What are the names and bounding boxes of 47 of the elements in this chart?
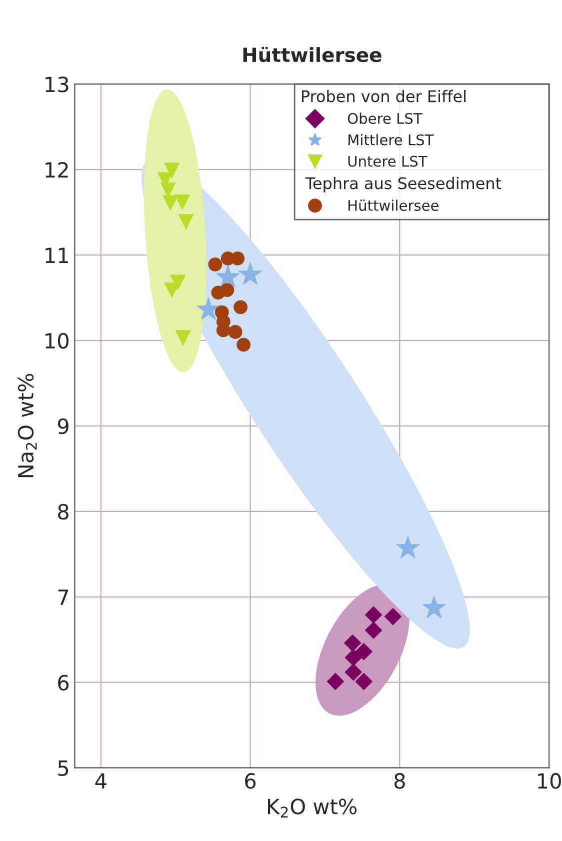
y-tick-label: 11 — [46, 248, 68, 263]
point — [164, 162, 180, 178]
point — [228, 325, 242, 339]
chart-title: Hüttwilersee — [243, 46, 382, 62]
point — [422, 596, 446, 618]
point — [364, 606, 382, 624]
legend-label: Hüttwilersee — [348, 200, 438, 211]
y-tick-label: 9 — [58, 418, 68, 434]
point — [220, 283, 234, 298]
legend-label: Untere LST — [348, 156, 428, 167]
point — [364, 622, 382, 639]
x-tick-label: 4 — [95, 773, 106, 789]
legend-label: Mittlere LST — [348, 134, 434, 146]
point — [355, 643, 372, 660]
y-tick-label: 7 — [58, 590, 68, 605]
annotation: Tephra aus Seesediment — [305, 176, 502, 192]
point — [208, 257, 222, 272]
y-axis-title: Na$_{2}$O wt% — [18, 374, 37, 478]
y-tick-label: 5 — [58, 760, 68, 776]
point — [344, 634, 362, 652]
point — [238, 262, 262, 285]
point — [384, 608, 402, 626]
point — [355, 672, 372, 690]
point — [326, 672, 344, 690]
point — [162, 195, 178, 211]
point — [178, 214, 194, 230]
x-tick-label: 6 — [245, 773, 256, 789]
y-tick-label: 13 — [46, 76, 68, 92]
point — [396, 536, 420, 558]
point — [344, 664, 362, 681]
point — [344, 649, 362, 666]
y-tick-label: 6 — [58, 674, 69, 691]
y-tick-label: 8 — [58, 504, 68, 520]
y-tick-label: 10 — [46, 332, 68, 349]
legend-label: Obere LST — [348, 112, 422, 124]
x-axis-title: K$_{2}$O wt% — [268, 798, 357, 818]
point — [230, 252, 245, 266]
x-tick-label: 10 — [538, 773, 561, 789]
point — [236, 338, 250, 352]
point — [175, 330, 191, 346]
point — [196, 297, 220, 320]
y-tick-label: 12 — [46, 162, 68, 178]
point — [234, 300, 248, 314]
x-tick-label: 8 — [394, 773, 405, 789]
point — [216, 264, 240, 288]
point — [174, 194, 190, 210]
legend-title: Proben von der Eiffel — [302, 90, 466, 102]
